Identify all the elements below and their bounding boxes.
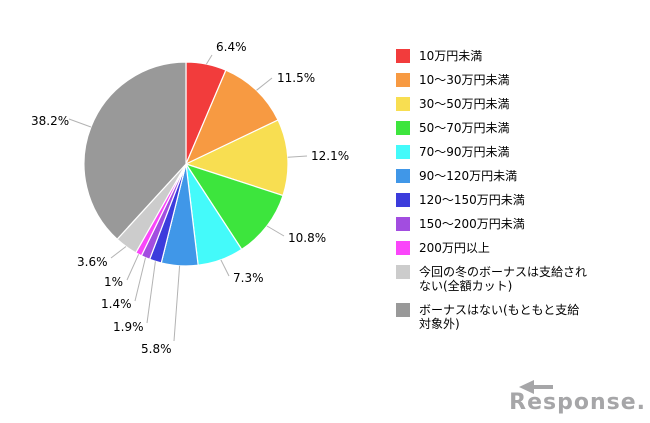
leader-line — [256, 77, 273, 91]
legend-label: 120〜150万円未満 — [419, 193, 525, 207]
legend-swatch — [396, 265, 410, 279]
legend-label: 150〜200万円未満 — [419, 217, 525, 231]
legend-item: 50〜70万円未満 — [396, 121, 632, 135]
legend-swatch — [396, 49, 410, 63]
legend-item: 150〜200万円未満 — [396, 217, 632, 231]
legend-label: ボーナスはない(もともと支給対象外) — [419, 303, 580, 331]
legend-swatch — [396, 145, 410, 159]
leader-line — [287, 155, 308, 158]
legend-label: 今回の冬のボーナスは支給されない(全額カット) — [419, 265, 588, 293]
legend-swatch — [396, 217, 410, 231]
legend-swatch — [396, 241, 410, 255]
slice-percent-label: 1% — [104, 275, 123, 289]
legend-item: 10〜30万円未満 — [396, 73, 632, 87]
slice-percent-label: 10.8% — [288, 231, 326, 245]
slice-percent-label: 6.4% — [216, 40, 247, 54]
pie-chart: 6.4% 11.5% 12.1% 10.8% 7.3% 5.8% 1.9% 1.4% 1% 3.6… — [31, 40, 349, 356]
pie-slice — [184, 162, 284, 251]
response-logo: Response. — [509, 380, 646, 415]
legend-item: 10万円未満 — [396, 49, 632, 63]
legend-item: 今回の冬のボーナスは支給されない(全額カット) — [396, 265, 632, 293]
legend-label: 90〜120万円未満 — [419, 169, 518, 183]
legend-label: 10万円未満 — [419, 49, 483, 63]
legend-item: 200万円以上 — [396, 241, 632, 255]
pie-slice — [184, 119, 289, 197]
slice-percent-label: 5.8% — [141, 342, 172, 356]
logo-text: Response. — [509, 390, 646, 415]
legend-swatch — [396, 73, 410, 87]
legend-label: 70〜90万円未満 — [419, 145, 510, 159]
leader-line — [126, 254, 140, 281]
legend-label: 200万円以上 — [419, 241, 490, 255]
leader-line — [134, 257, 146, 302]
legend-label: 50〜70万円未満 — [419, 121, 510, 135]
legend-label: 10〜30万円未満 — [419, 73, 510, 87]
pie-slice — [83, 61, 187, 241]
leader-line — [220, 259, 230, 277]
legend-item: 70〜90万円未満 — [396, 145, 632, 159]
legend-item: 30〜50万円未満 — [396, 97, 632, 111]
legend-item: 90〜120万円未満 — [396, 169, 632, 183]
leader-line — [205, 54, 213, 65]
leader-line — [110, 246, 127, 259]
legend-swatch — [396, 97, 410, 111]
logo-arrow-icon — [519, 380, 553, 394]
pie-slice — [184, 69, 279, 166]
leader-line — [146, 261, 156, 324]
slice-percent-label: 1.4% — [101, 297, 132, 311]
chart-legend: 10万円未満 10〜30万円未満 30〜50万円未満 50〜70万円未満 70〜90万円… — [396, 49, 632, 331]
slice-percent-label: 38.2% — [31, 114, 69, 128]
legend-swatch — [396, 193, 410, 207]
legend-item: ボーナスはない(もともと支給対象外) — [396, 303, 632, 331]
legend-swatch — [396, 169, 410, 183]
slice-percent-label: 1.9% — [113, 320, 144, 334]
slice-percent-label: 11.5% — [277, 71, 315, 85]
slice-percent-label: 12.1% — [311, 149, 349, 163]
slice-percent-label: 7.3% — [233, 271, 264, 285]
legend-swatch — [396, 303, 410, 317]
leader-line — [173, 265, 181, 342]
legend-item: 120〜150万円未満 — [396, 193, 632, 207]
legend-label: 30〜50万円未満 — [419, 97, 510, 111]
leader-line — [266, 225, 285, 237]
legend-swatch — [396, 121, 410, 135]
leader-line — [68, 118, 92, 128]
slice-percent-label: 3.6% — [77, 255, 108, 269]
